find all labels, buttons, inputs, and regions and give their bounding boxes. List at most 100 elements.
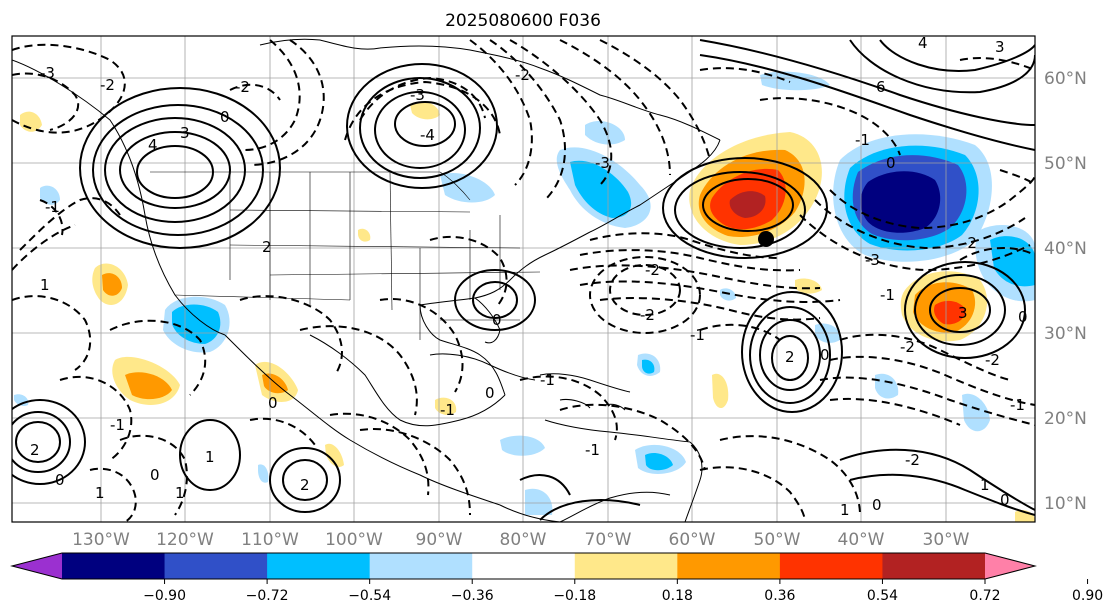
- lat-label: 50°N: [1044, 154, 1087, 174]
- colorbar-tick-label: −0.36: [451, 588, 494, 604]
- contour-label: -2: [962, 234, 977, 252]
- contour-label: -3: [595, 154, 610, 172]
- contour-label: -2: [515, 66, 530, 84]
- lat-label: 20°N: [1044, 409, 1087, 429]
- contour-label: 2: [300, 476, 310, 494]
- contour-label: 1: [175, 484, 185, 502]
- contour-label: 0: [485, 384, 495, 402]
- contour-label: 3: [958, 304, 968, 322]
- contour-label: -1: [440, 401, 455, 419]
- contour-label: 0: [886, 154, 896, 172]
- colorbar-tick-label: −0.90: [143, 588, 186, 604]
- colorbar-segment: [882, 553, 986, 579]
- colorbar-extend-low: [12, 553, 62, 579]
- contour-label: 1: [840, 501, 850, 519]
- lon-label: 70°W: [585, 530, 632, 550]
- lon-label: 40°W: [838, 530, 885, 550]
- colorbar-segment: [472, 553, 576, 579]
- lat-label: 30°N: [1044, 324, 1087, 344]
- contour-label: -3: [40, 64, 55, 82]
- point-marker: [758, 231, 774, 247]
- colorbar-outline: [10, 552, 1037, 580]
- contour-labels: 4 3 0 2 1 6 4 3 0 -1 -2 -2 -3 0 -3 -2 3 …: [30, 34, 1028, 519]
- contour-label: -1: [585, 441, 600, 459]
- lon-label: 50°W: [754, 530, 801, 550]
- contour-label: 1: [40, 276, 50, 294]
- contour-label: 4: [918, 34, 928, 52]
- shaded-anomalies: [14, 71, 1035, 522]
- contour-label: -1: [1010, 396, 1025, 414]
- contour-label: 0: [150, 466, 160, 484]
- colorbar-segment: [267, 553, 371, 579]
- contour-label: 0: [268, 394, 278, 412]
- colorbar-segment: [574, 553, 678, 579]
- contour-label: 0: [220, 108, 230, 126]
- contour-label: 1: [95, 484, 105, 502]
- contour-label: 1: [205, 448, 215, 466]
- longitude-labels: 130°W 120°W 110°W 100°W 90°W 80°W 70°W 6…: [72, 530, 970, 550]
- contour-label: 6: [876, 78, 886, 96]
- contour-label: -2: [645, 261, 660, 279]
- map-content: 4 3 0 2 1 6 4 3 0 -1 -2 -2 -3 0 -3 -2 3 …: [12, 34, 1035, 522]
- contour-label: 4: [148, 136, 158, 154]
- colorbar-extend-high: [985, 553, 1035, 579]
- contour-label: -1: [855, 131, 870, 149]
- lat-label: 60°N: [1044, 69, 1087, 89]
- contour-label: -2: [985, 351, 1000, 369]
- contour-label: -2: [640, 306, 655, 324]
- contour-label: 3: [995, 38, 1005, 56]
- contour-label: 0: [1018, 308, 1028, 326]
- lon-label: 120°W: [156, 530, 214, 550]
- latitude-labels: 60°N 50°N 40°N 30°N 20°N 10°N: [1044, 69, 1087, 514]
- lon-label: 30°W: [923, 530, 970, 550]
- lon-label: 110°W: [241, 530, 299, 550]
- colorbar-segment: [677, 553, 781, 579]
- contour-label: -1: [45, 198, 60, 216]
- contour-label: -2: [900, 338, 915, 356]
- colorbar-tick-label: −0.18: [553, 588, 596, 604]
- contour-label: 0: [1000, 491, 1010, 509]
- contour-label: -3: [865, 251, 880, 269]
- colorbar-tick-label: 0.36: [764, 588, 795, 604]
- contour-label: 0: [872, 496, 882, 514]
- contour-label: 2: [262, 238, 272, 256]
- lon-label: 90°W: [416, 530, 463, 550]
- contour-label: -4: [420, 126, 435, 144]
- contour-label: -2: [100, 76, 115, 94]
- contour-label: 1: [980, 476, 990, 494]
- colorbar-segment: [62, 553, 166, 579]
- contour-label: -2: [905, 451, 920, 469]
- contour-label: -3: [410, 86, 425, 104]
- contour-label: 2: [30, 441, 40, 459]
- lon-label: 60°W: [669, 530, 716, 550]
- colorbar-segment: [369, 553, 473, 579]
- contour-label: -2: [235, 78, 250, 96]
- contour-label: 0: [820, 346, 830, 364]
- contour-label: 0: [55, 471, 65, 489]
- contour-label: -1: [880, 286, 895, 304]
- dashed-contours: [12, 39, 1035, 522]
- colorbar-tick-label: −0.72: [246, 588, 289, 604]
- colorbar-segment: [164, 553, 268, 579]
- contour-label: -1: [110, 416, 125, 434]
- contour-label: -1: [540, 371, 555, 389]
- lon-label: 100°W: [325, 530, 383, 550]
- lon-label: 80°W: [500, 530, 547, 550]
- colorbar-tick-label: 0.54: [867, 588, 898, 604]
- map-panel: 4 3 0 2 1 6 4 3 0 -1 -2 -2 -3 0 -3 -2 3 …: [11, 34, 1036, 523]
- contour-label: 0: [492, 311, 502, 329]
- contour-label: 2: [785, 348, 795, 366]
- lon-label: 130°W: [72, 530, 130, 550]
- lat-label: 10°N: [1044, 494, 1087, 514]
- colorbar: −0.90 −0.72 −0.54 −0.36 −0.18 0.18 0.36 0.54 0.7…: [10, 552, 1103, 604]
- colorbar-tick-label: 0.18: [662, 588, 693, 604]
- contour-label: 3: [180, 124, 190, 142]
- colorbar-tick-label: −0.54: [348, 588, 391, 604]
- colorbar-segment: [779, 553, 883, 579]
- figure-title: 2025080600 F036: [445, 11, 601, 31]
- colorbar-tick-label: 0.90: [1072, 588, 1103, 604]
- map-frame: [11, 35, 1036, 523]
- colorbar-tick-label: 0.72: [969, 588, 1000, 604]
- lat-label: 40°N: [1044, 239, 1087, 259]
